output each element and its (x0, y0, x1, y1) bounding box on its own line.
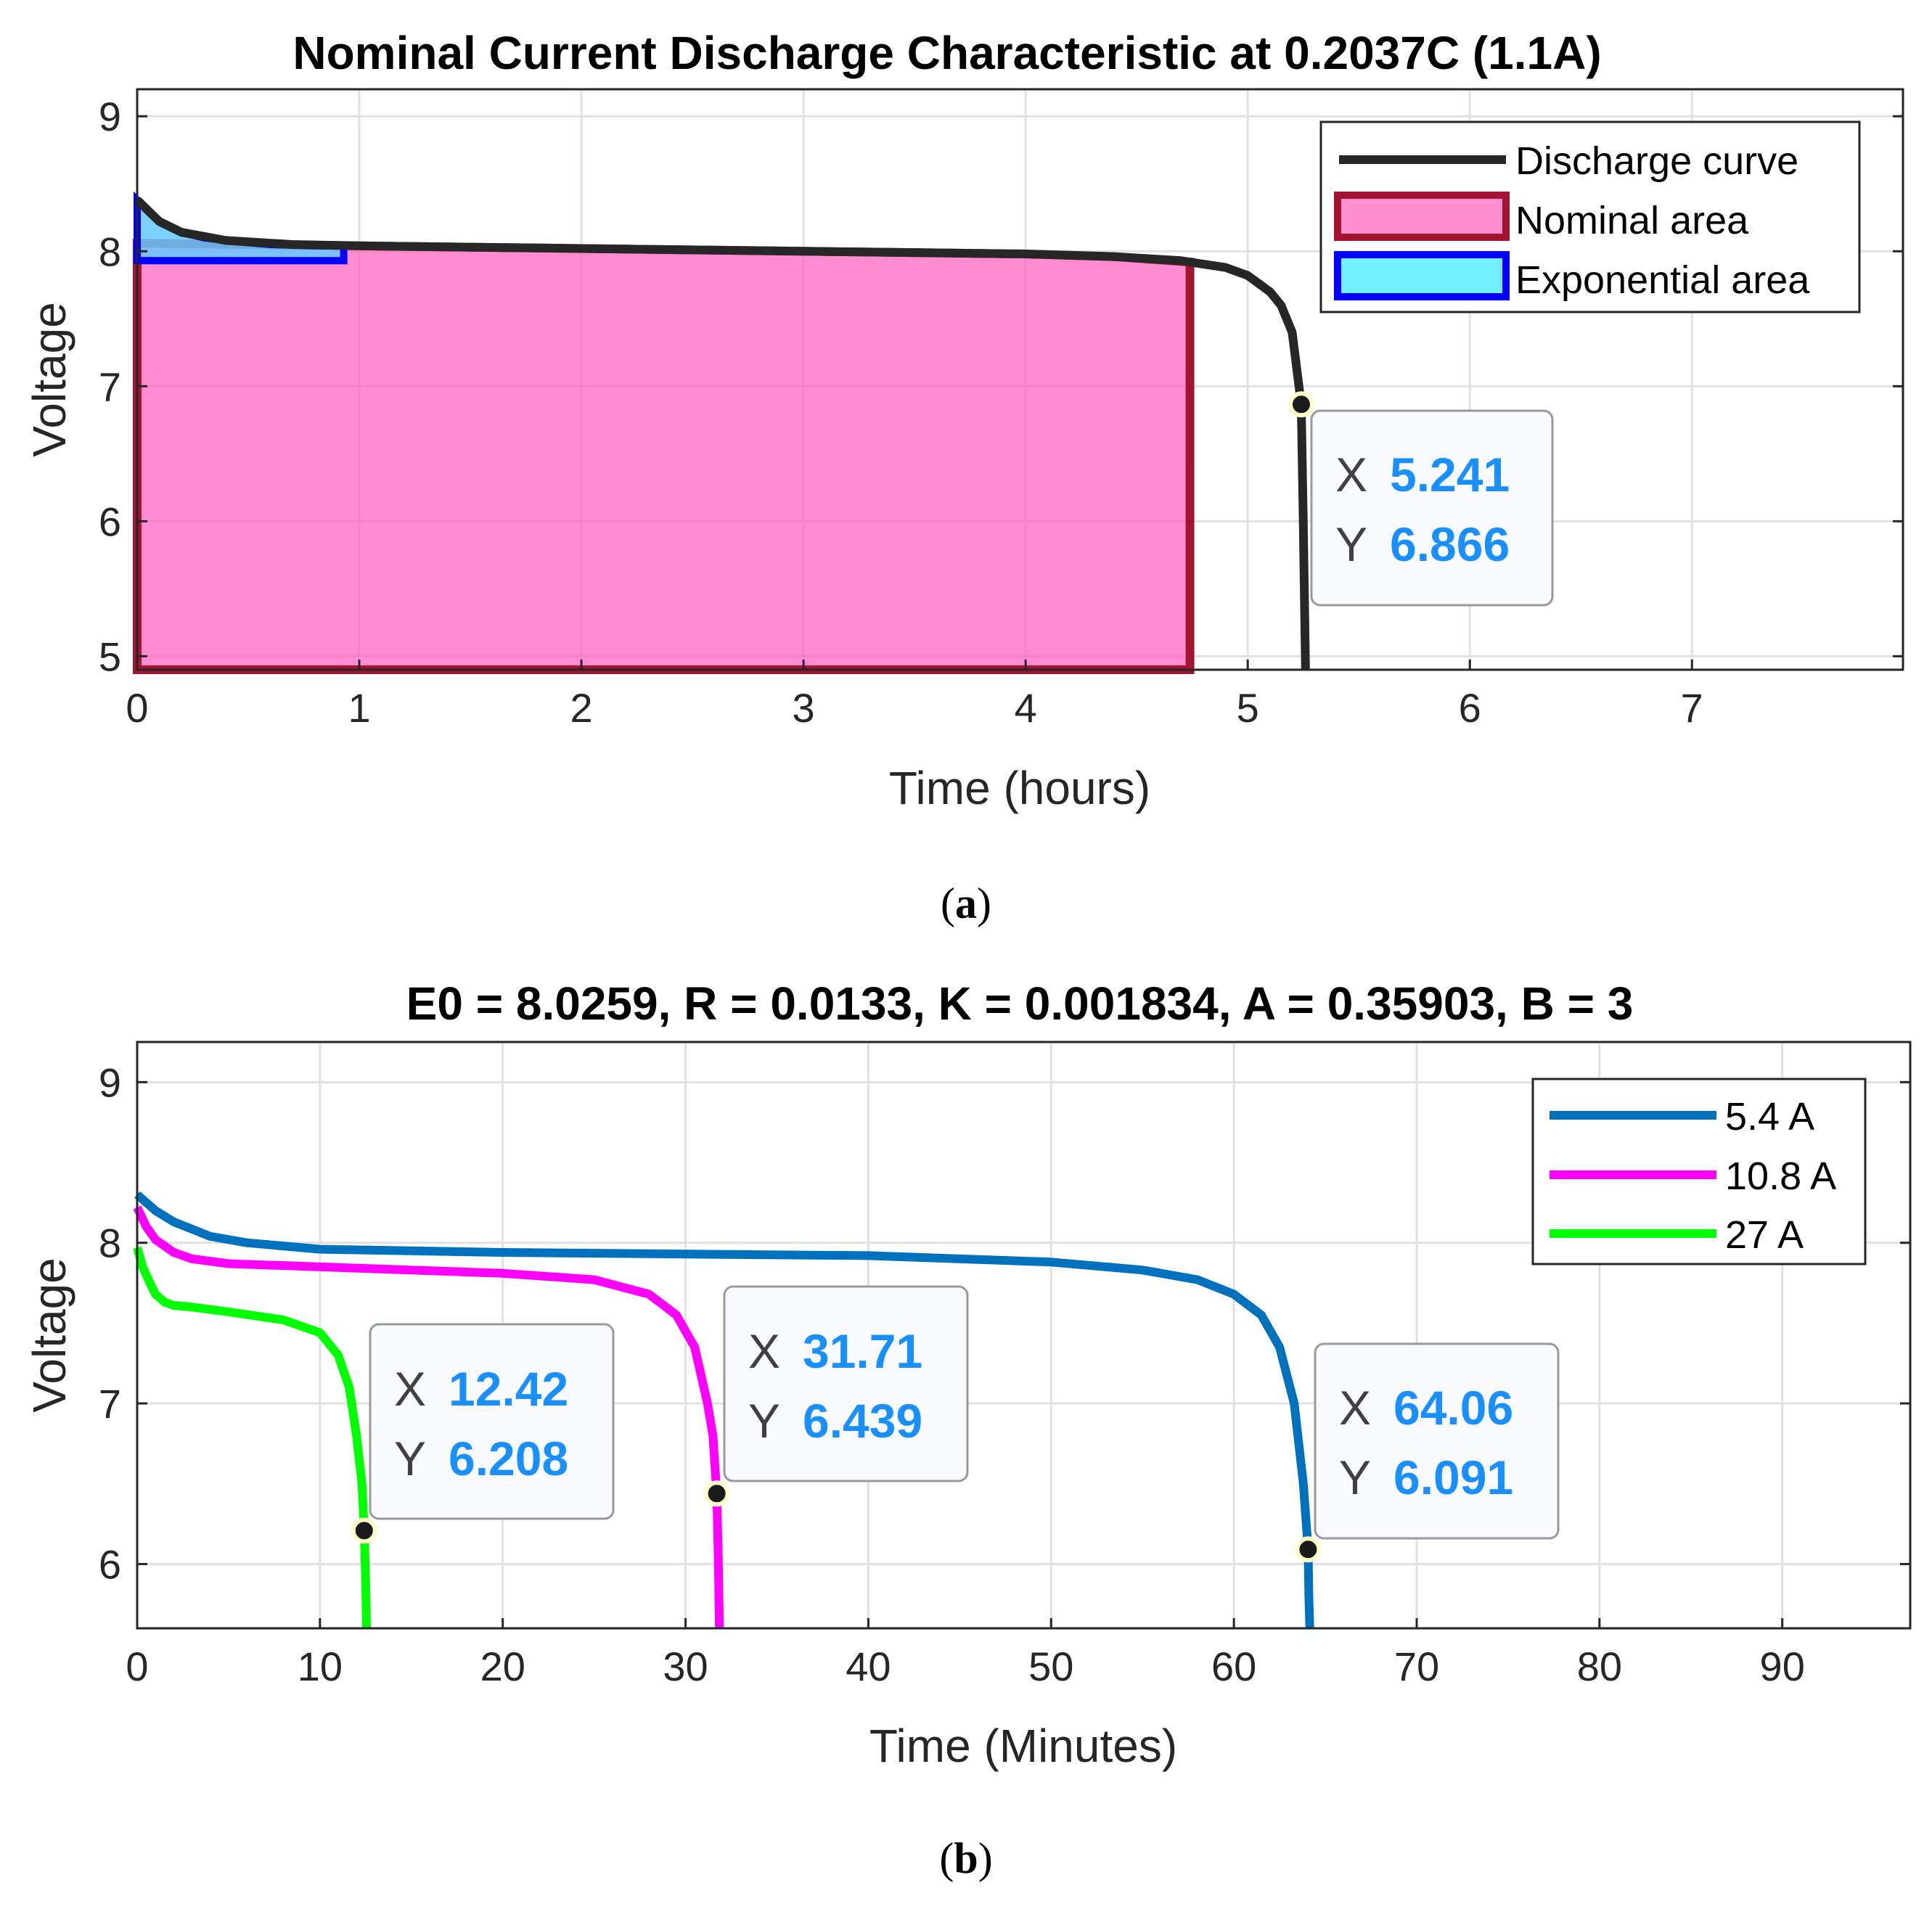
chart-a-xlabel: Time (hours) (889, 762, 1150, 814)
nominal-area (133, 239, 1195, 674)
legend-label-discharge: Discharge curve (1515, 139, 1798, 183)
datatip-y-label: Y (748, 1394, 780, 1448)
chart-a-datatip[interactable]: X 5.241 Y 6.866 (1310, 409, 1554, 607)
chart-b-ytick-label-3: 9 (99, 1059, 121, 1105)
chart-b-ytick-label-2: 8 (99, 1220, 121, 1266)
chart-a-legend: Discharge curve Nominal area Exponential… (1319, 120, 1861, 313)
chart-b-xtick-label-7: 70 (1394, 1644, 1439, 1689)
chart-b-xtick-label-9: 90 (1760, 1644, 1805, 1689)
caption-a: (a) (941, 879, 991, 927)
chart-b-legend: 5.4 A 10.8 A 27 A (1531, 1078, 1867, 1265)
chart-a-markers (1288, 391, 1314, 418)
chart-a-ytick-label-1: 6 (99, 499, 121, 544)
chart-a-xtick-label-4: 4 (1015, 685, 1037, 731)
chart-b-datatip-1[interactable]: X 12.42 Y 6.208 (369, 1323, 615, 1520)
datatip-x-label: X (1335, 448, 1367, 501)
chart-a-xtick-label-7: 7 (1681, 685, 1703, 731)
chart-b-datatip-marker-2[interactable] (1295, 1536, 1322, 1563)
datatip-box (723, 1285, 969, 1482)
chart-a-xtick-label-6: 6 (1459, 685, 1481, 731)
chart-a-ylabel: Voltage (23, 302, 75, 457)
datatip-x-label: X (394, 1362, 426, 1416)
datatip-box (1310, 409, 1554, 607)
chart-b-datatip-2[interactable]: X 31.71 Y 6.439 (723, 1285, 969, 1482)
chart-a-xtick-label-0: 0 (126, 685, 148, 731)
chart-a-xtick-label-2: 2 (570, 685, 592, 731)
datatip-y-value: 6.866 (1390, 517, 1510, 571)
legend-swatch-nominal (1334, 192, 1510, 241)
datatip-y-label: Y (1335, 517, 1367, 571)
chart-b-xtick-label-8: 80 (1577, 1644, 1622, 1689)
datatip-y-value: 6.208 (449, 1432, 568, 1485)
datatip-x-label: X (1339, 1381, 1371, 1435)
datatip-y-label: Y (1339, 1451, 1371, 1504)
chart-b-xtick-label-1: 10 (298, 1644, 343, 1689)
chart-b-xtick-label-6: 60 (1211, 1644, 1256, 1689)
caption-a-letter: a (955, 879, 977, 927)
chart-b-xtick-label-2: 20 (480, 1644, 525, 1689)
datatip-x-value: 64.06 (1393, 1381, 1513, 1435)
chart-a-lines (134, 197, 1310, 670)
chart-a-title: Nominal Current Discharge Characteristic… (292, 27, 1601, 79)
chart-a-xtick-label-5: 5 (1237, 685, 1259, 731)
chart-b-xtick-label-3: 30 (663, 1644, 708, 1689)
caption-b-letter: b (954, 1834, 978, 1882)
caption-b: (b) (939, 1834, 992, 1882)
chart-a-ytick-label-3: 8 (99, 229, 121, 274)
datatip-y-value: 6.439 (803, 1394, 922, 1448)
chart-b-axes-box (136, 1041, 1912, 1630)
chart-a-ytick-label-0: 5 (99, 633, 121, 679)
datatip-x-value: 12.42 (449, 1362, 568, 1416)
chart-a-xtick-label-1: 1 (348, 685, 370, 731)
chart-b-ytick-label-1: 7 (99, 1381, 121, 1427)
chart-b-datatip-marker-1[interactable] (703, 1480, 730, 1507)
legend-label-10-8a: 10.8 A (1725, 1154, 1836, 1198)
chart-a-ticks: 0 1 2 3 4 5 6 7 5 6 7 8 9 (99, 94, 1903, 731)
datatip-x-value: 5.241 (1390, 448, 1510, 501)
chart-b-lines (133, 1191, 1314, 1629)
chart-a-ytick-label-2: 7 (99, 364, 121, 409)
chart-b-ticks: 0 10 20 30 40 50 60 70 80 90 6 7 8 9 (99, 1059, 1910, 1689)
chart-a-areas (133, 191, 1195, 674)
series-line-discharge (134, 197, 1310, 670)
legend-label-27a: 27 A (1725, 1213, 1804, 1257)
legend-label-nominal: Nominal area (1515, 199, 1749, 242)
chart-a-xtick-label-3: 3 (793, 685, 815, 731)
chart-b-xtick-label-5: 50 (1028, 1644, 1073, 1689)
chart-b-ylabel: Voltage (23, 1258, 75, 1413)
chart-a-axes-box (136, 88, 1904, 671)
chart-b-xlabel: Time (Minutes) (869, 1720, 1177, 1772)
legend-swatch-exponential (1334, 251, 1510, 300)
series-line-5-4a (134, 1191, 1314, 1629)
chart-b-xtick-label-0: 0 (126, 1644, 148, 1689)
legend-label-exponential: Exponential area (1515, 258, 1810, 302)
datatip-x-value: 31.71 (803, 1324, 922, 1378)
chart-b: E0 = 8.0259, R = 0.0133, K = 0.001834, A… (23, 977, 1912, 1772)
chart-b-datatip-3[interactable]: X 64.06 Y 6.091 (1314, 1342, 1560, 1540)
chart-b-title: E0 = 8.0259, R = 0.0133, K = 0.001834, A… (406, 977, 1634, 1030)
chart-b-xtick-label-4: 40 (846, 1644, 891, 1689)
chart-a-ytick-label-4: 9 (99, 94, 121, 139)
chart-a: Nominal Current Discharge Characteristic… (23, 27, 1904, 814)
datatip-box (369, 1323, 615, 1520)
datatip-y-label: Y (394, 1432, 426, 1485)
datatip-box (1314, 1342, 1560, 1540)
chart-b-markers (351, 1480, 1322, 1563)
datatip-y-value: 6.091 (1393, 1451, 1513, 1504)
series-line-27a (133, 1246, 372, 1629)
datatip-x-label: X (748, 1324, 780, 1378)
series-line-10-8a (133, 1205, 724, 1629)
chart-b-datatip-marker-0[interactable] (351, 1517, 377, 1544)
chart-a-datatip-marker-0[interactable] (1288, 391, 1314, 418)
chart-b-ytick-label-0: 6 (99, 1541, 121, 1587)
legend-label-5-4a: 5.4 A (1725, 1095, 1814, 1139)
